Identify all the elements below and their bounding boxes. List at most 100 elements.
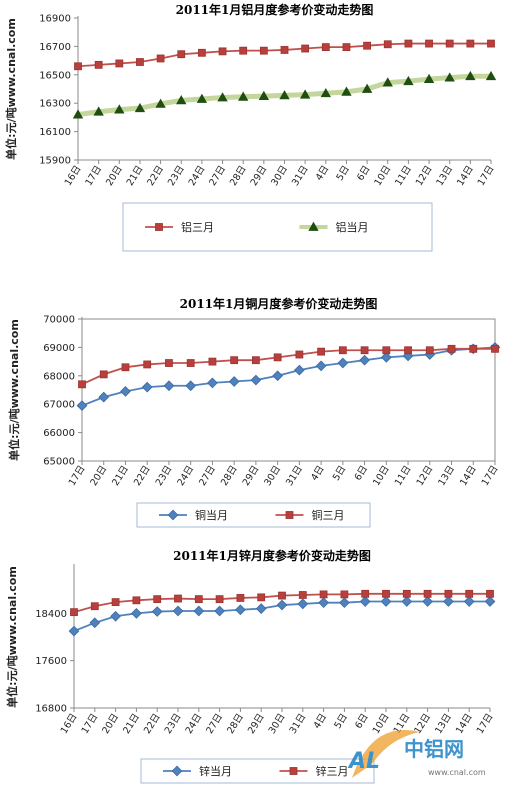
zinc-x-tick-label: 4日 [312, 712, 330, 731]
copper-legend-label-0: 铜当月 [195, 508, 228, 522]
copper-y-tick-label: 69000 [43, 343, 75, 354]
aluminum-series-1-point [485, 70, 497, 81]
zinc-y-tick-label: 16800 [35, 704, 67, 715]
copper-series-1-point [165, 359, 173, 367]
aluminum-x-tick-label: 10日 [373, 164, 394, 188]
aluminum-x-tick-label: 4日 [314, 164, 332, 183]
zinc-series-1-point [278, 591, 286, 600]
copper-series-0-point [402, 350, 414, 362]
zinc-series-0-point [297, 598, 309, 610]
aluminum-chart-title: 2011年1月铝月度参考价变动走势图 [176, 2, 374, 17]
aluminum-legend-marker-1 [308, 221, 319, 231]
zinc-series-0-point [214, 605, 225, 617]
copper-x-tick-label: 12日 [415, 464, 436, 488]
aluminum-y-tick-label: 15900 [39, 156, 71, 167]
copper-y-tick-label: 66000 [43, 428, 75, 439]
aluminum-legend-label-0: 铝三月 [181, 220, 214, 234]
aluminum-y-tick-label: 16900 [39, 14, 71, 25]
zinc-series-1-point [340, 590, 349, 599]
aluminum-x-tick-label: 28日 [228, 164, 249, 188]
zinc-x-tick-label: 22日 [142, 712, 163, 736]
aluminum-series-0-point [363, 41, 372, 50]
zinc-x-tick-label: 14日 [454, 712, 475, 736]
copper-x-tick-label: 14日 [458, 464, 479, 488]
copper-y-tick-label: 67000 [43, 400, 75, 411]
aluminum-series-1-point [382, 77, 393, 87]
copper-series-0-point [337, 357, 349, 369]
zinc-series-0-point [276, 599, 288, 611]
copper-series-0-point [98, 391, 110, 403]
aluminum-series-0-point [445, 39, 454, 48]
aluminum-series-0-point [404, 39, 413, 48]
copper-y-tick-label: 68000 [43, 371, 75, 382]
zinc-series-1-point [194, 595, 203, 604]
aluminum-series-0-point [239, 46, 248, 55]
copper-series-0-point [185, 380, 197, 392]
copper-series-1-point [143, 360, 152, 369]
aluminum-y-axis-title: 单位:元/吨www.cnal.com [4, 18, 18, 160]
aluminum-series-1-point [93, 106, 104, 116]
zinc-x-tick-label: 27日 [204, 712, 225, 736]
zinc-series-0-point [422, 596, 433, 607]
copper-x-tick-label: 28日 [219, 464, 240, 488]
copper-chart-title: 2011年1月铜月度参考价变动走势图 [180, 296, 378, 311]
copper-series-1-point [99, 370, 108, 379]
zinc-legend-marker-0 [171, 765, 183, 777]
aluminum-y-tick-label: 16700 [39, 42, 71, 53]
aluminum-series-0-point [280, 46, 289, 54]
aluminum-x-tick-label: 14日 [455, 164, 476, 188]
copper-series-0-point [272, 370, 283, 382]
aluminum-series-1-point [361, 83, 373, 93]
copper-series-0-point [315, 360, 327, 372]
aluminum-x-tick-label: 17日 [476, 164, 497, 188]
copper-series-0-point [76, 400, 88, 411]
aluminum-legend-marker-0 [155, 223, 163, 231]
aluminum-series-1-point [155, 98, 166, 108]
aluminum-x-tick-label: 16日 [63, 164, 84, 188]
zinc-series-0-point [151, 606, 163, 617]
zinc-series-1-point [132, 596, 141, 605]
zinc-series-1-point [465, 589, 474, 598]
aluminum-x-tick-label: 6日 [355, 164, 373, 183]
aluminum-series-1-point [299, 89, 311, 99]
copper-x-tick-label: 23日 [154, 464, 175, 488]
aluminum-series-1-point [238, 91, 249, 101]
aluminum-x-tick-label: 24日 [187, 164, 208, 188]
zinc-series-0-point [359, 596, 371, 607]
aluminum-series-1-point [217, 92, 228, 102]
zinc-series-1-point [319, 590, 328, 599]
copper-series-1-point [295, 350, 304, 359]
zinc-series-1-point [257, 593, 266, 602]
zinc-series-0-point [401, 596, 413, 607]
aluminum-x-tick-label: 27日 [207, 164, 228, 188]
zinc-legend-label-0: 锌当月 [199, 764, 232, 778]
zinc-series-1-point [486, 589, 494, 598]
zinc-x-tick-label: 6日 [353, 712, 371, 731]
copper-legend-label-1: 铜三月 [312, 508, 345, 522]
aluminum-series-0-point [156, 54, 165, 63]
aluminum-x-tick-label: 31日 [290, 164, 311, 188]
aluminum-x-tick-label: 13日 [434, 164, 455, 188]
zinc-series-0-point [172, 605, 184, 617]
copper-x-tick-label: 4日 [309, 464, 327, 483]
copper-x-tick-label: 13日 [436, 464, 457, 488]
aluminum-series-1-point [114, 104, 125, 114]
aluminum-series-1-point [258, 90, 270, 100]
copper-x-tick-label: 29日 [241, 464, 262, 488]
copper-series-1-point [425, 346, 434, 355]
zinc-series-1-point [90, 602, 99, 611]
zinc-x-tick-label: 30日 [267, 712, 288, 736]
zinc-x-tick-label: 17日 [80, 712, 101, 736]
aluminum-y-tick-label: 16500 [39, 70, 71, 81]
aluminum-series-1-point [196, 93, 208, 103]
aluminum-series-0-point [115, 59, 124, 68]
copper-series-1-point [360, 346, 369, 355]
copper-x-tick-label: 21日 [110, 464, 131, 488]
zinc-series-0-point [484, 596, 496, 607]
copper-x-tick-label: 11日 [393, 464, 414, 488]
copper-legend-marker-0 [167, 509, 179, 521]
copper-series-1-point [273, 353, 282, 362]
aluminum-x-tick-label: 17日 [83, 164, 104, 188]
aluminum-series-0-point [301, 44, 310, 53]
logo-swoosh-icon [352, 729, 420, 778]
